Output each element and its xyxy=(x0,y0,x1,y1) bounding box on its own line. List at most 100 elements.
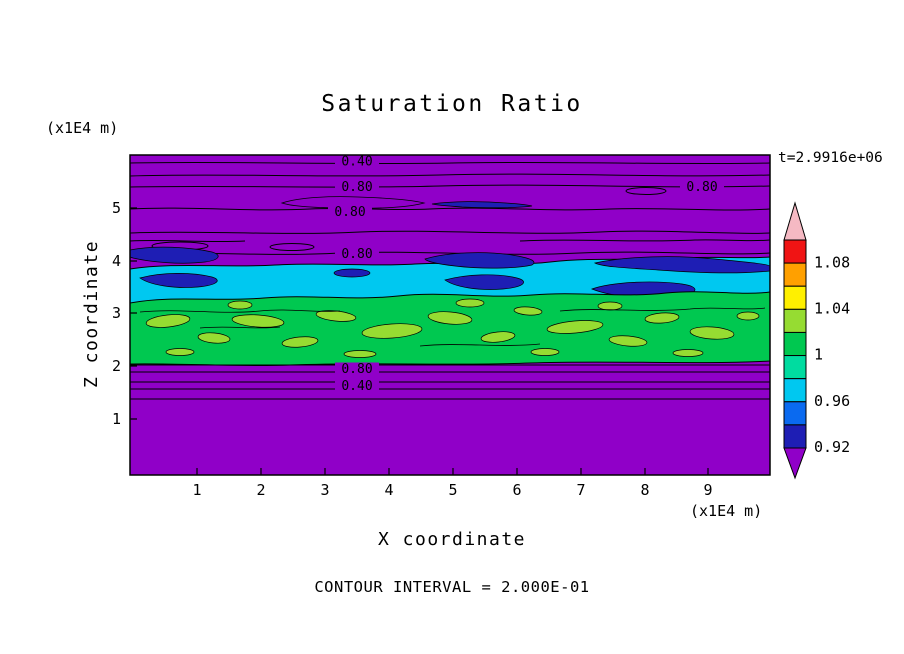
contour-label-text: 0.80 xyxy=(341,362,372,377)
contour-label: 0.40 xyxy=(335,379,379,394)
local-max-blob xyxy=(231,314,285,328)
y-axis-title: Z coordinate xyxy=(81,240,102,388)
x-tick-label: 8 xyxy=(640,481,649,499)
x-axis-unit: (x1E4 m) xyxy=(690,502,762,520)
local-max-blob xyxy=(427,311,473,325)
local-max-blob xyxy=(513,306,543,316)
plot-title: Saturation Ratio xyxy=(321,91,583,117)
x-tick-label: 4 xyxy=(384,481,393,499)
contour-label-text: 0.40 xyxy=(341,155,372,170)
contour-line xyxy=(129,173,771,177)
colorbar-band-7 xyxy=(783,262,807,287)
navy-pocket xyxy=(424,252,535,269)
local-max-blob xyxy=(197,332,231,344)
contour-label-text: 0.80 xyxy=(341,247,372,262)
closed-contour-loop xyxy=(269,243,315,251)
x-axis-title: X coordinate xyxy=(378,529,526,550)
contour-label: 0.80 xyxy=(335,247,379,262)
colorbar-band-8 xyxy=(783,239,807,264)
contour-squiggle xyxy=(419,343,541,347)
local-max-blob xyxy=(361,323,423,339)
colorbar-tick-label: 0.96 xyxy=(814,392,850,410)
contour-squiggle xyxy=(139,309,341,313)
closed-contour-loop xyxy=(625,187,667,195)
x-tick-label: 3 xyxy=(320,481,329,499)
contour-interval-note: CONTOUR INTERVAL = 2.000E-01 xyxy=(314,578,589,596)
colorbar-tick-label: 1.04 xyxy=(814,300,850,318)
navy-pocket xyxy=(129,246,219,264)
navy-pocket xyxy=(139,273,218,288)
contour-line-partial xyxy=(129,239,771,243)
contour-label-patch xyxy=(335,379,379,393)
x-tick-label: 7 xyxy=(576,481,585,499)
colorbar-band-5 xyxy=(783,308,807,333)
contour-label: 0.80 xyxy=(335,362,379,377)
contour-label-patch xyxy=(335,155,379,167)
y-tick-label: 4 xyxy=(112,252,121,270)
local-max-blob xyxy=(227,300,253,310)
contour-line xyxy=(129,371,771,373)
colorbar-band-0 xyxy=(783,424,807,449)
timestamp-label: t=2.9916e+06 xyxy=(778,150,883,166)
colorbar-tick-label: 1.08 xyxy=(814,254,850,272)
plot-frame xyxy=(129,154,771,476)
inner-band-contours xyxy=(139,307,766,347)
local-max-blob xyxy=(644,312,680,324)
contour-line xyxy=(129,161,771,165)
y-axis-ticks xyxy=(130,207,137,420)
contour-label-patch xyxy=(335,180,379,194)
x-tick-labels: 1 2 3 4 5 6 7 8 9 xyxy=(192,481,712,499)
contour-label: 0.80 xyxy=(335,180,379,195)
colorbar-tick-label: 0.92 xyxy=(814,438,850,456)
colorbar-band-2 xyxy=(783,378,807,403)
y-tick-label: 3 xyxy=(112,304,121,322)
local-maxima-blobs xyxy=(145,298,760,358)
y-tick-labels: 5 4 3 2 1 xyxy=(112,199,121,428)
y-tick-label: 2 xyxy=(112,357,121,375)
local-max-blob xyxy=(672,349,704,357)
colorbar-band-3 xyxy=(783,355,807,380)
local-max-blob xyxy=(480,331,516,343)
contour-label: 0.80 xyxy=(680,180,724,195)
colorbar-band-4 xyxy=(783,331,807,357)
local-max-blob xyxy=(530,348,560,356)
y-tick-label: 5 xyxy=(112,199,121,217)
x-tick-label: 1 xyxy=(192,481,201,499)
x-tick-label: 5 xyxy=(448,481,457,499)
local-max-blob xyxy=(455,298,485,308)
contour-line xyxy=(129,230,771,234)
x-tick-label: 2 xyxy=(256,481,265,499)
x-axis-ticks xyxy=(196,468,709,475)
x-tick-label: 9 xyxy=(703,481,712,499)
colorbar-band-1 xyxy=(783,401,807,426)
contour-label-text: 0.80 xyxy=(341,180,372,195)
local-max-blob xyxy=(343,350,377,358)
local-max-blob xyxy=(608,335,648,347)
contour-line xyxy=(129,184,771,188)
contour-label-patch xyxy=(335,362,379,376)
colorbar-tick-label: 1 xyxy=(814,346,823,364)
contour-line xyxy=(129,388,771,390)
navy-pocket xyxy=(333,268,371,278)
colorbar-arrow-bottom xyxy=(783,447,807,480)
local-max-blob xyxy=(736,311,760,321)
y-tick-label: 1 xyxy=(112,410,121,428)
contour-squiggle xyxy=(559,307,766,312)
cyan-streak xyxy=(280,196,426,209)
contour-label: 0.40 xyxy=(335,155,379,170)
contour-label-text: 0.40 xyxy=(341,379,372,394)
contour-label-text: 0.80 xyxy=(334,205,365,220)
contour-line xyxy=(129,398,771,400)
local-max-blob xyxy=(597,301,623,311)
y-axis-unit: (x1E4 m) xyxy=(46,119,118,137)
local-max-blob xyxy=(281,336,319,348)
contour-line xyxy=(129,364,771,366)
lower-contour-lines xyxy=(129,364,771,400)
contour-line xyxy=(129,251,771,255)
colorbar-band-6 xyxy=(783,285,807,310)
contour-label-patch xyxy=(335,247,379,261)
contour-label: 0.80 xyxy=(328,205,372,220)
contour-line xyxy=(129,207,771,211)
